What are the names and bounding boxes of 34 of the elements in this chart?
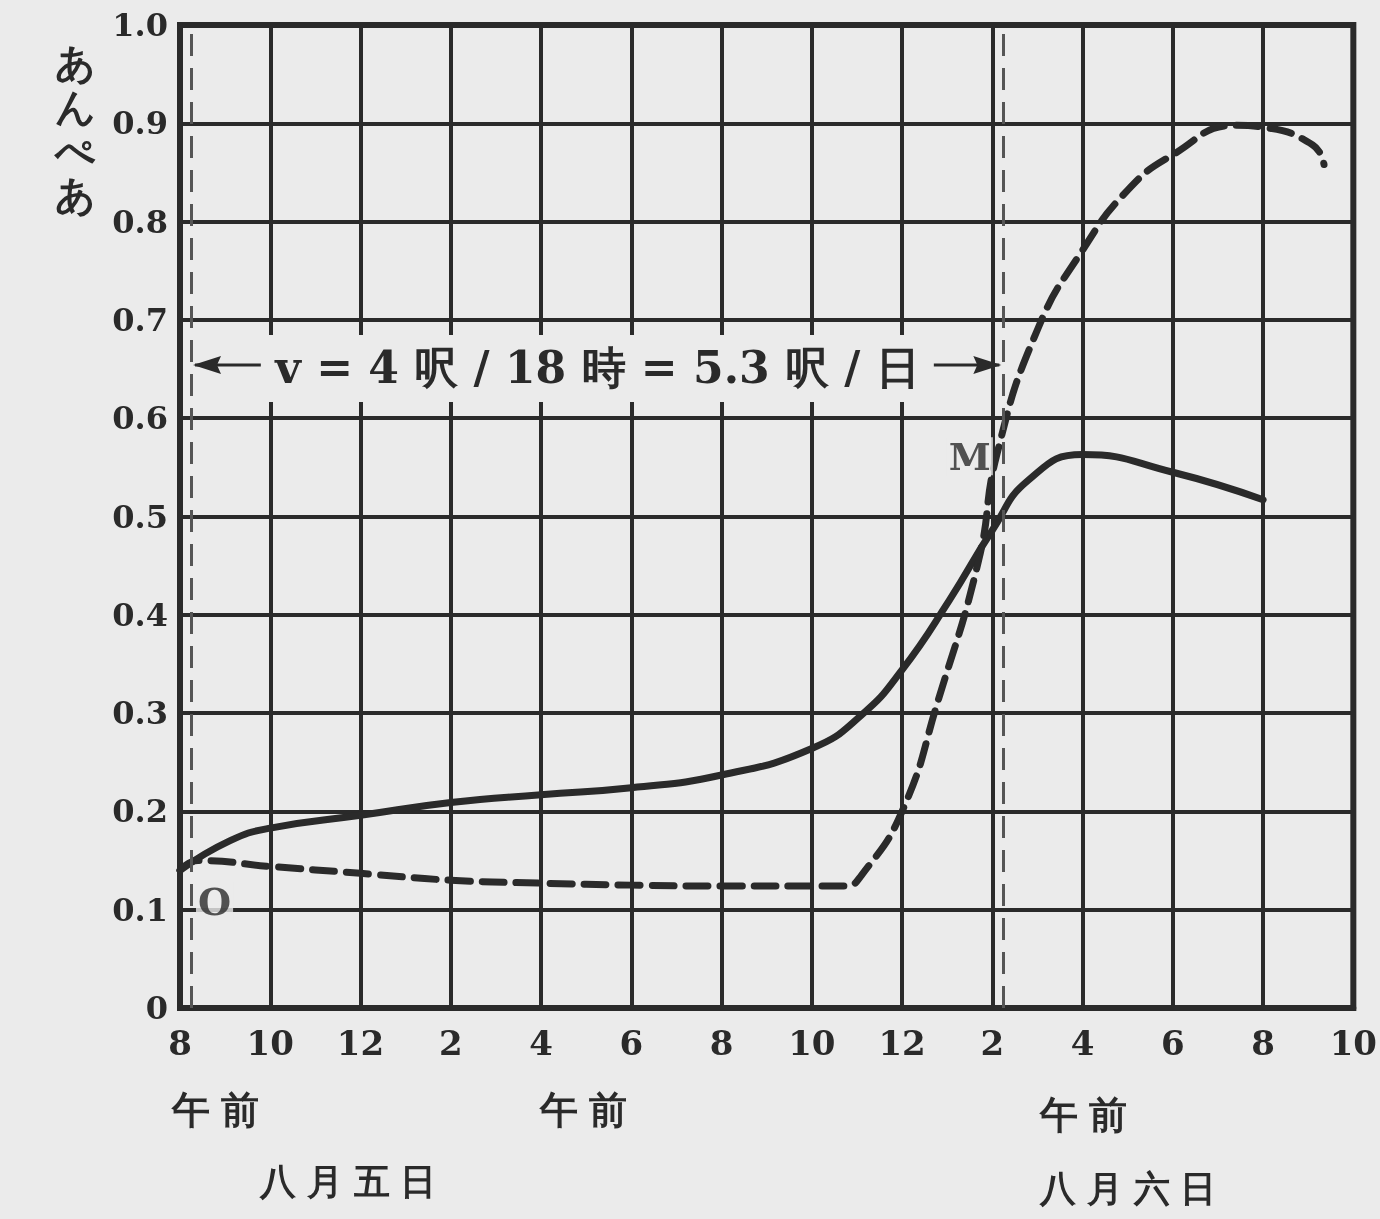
text: 八月六日 (1040, 1166, 1228, 1211)
y-tick-label: 0.1 (112, 890, 168, 929)
y-tick-label: 0.8 (112, 202, 168, 241)
x-tick-label: 8 (709, 1023, 734, 1063)
annotation: M (948, 433, 991, 479)
y-tick-label: 0.7 (112, 300, 168, 339)
y-tick-label: 0.3 (112, 694, 168, 733)
text: 八月五日 (260, 1159, 448, 1204)
y-tick-label: 0.4 (112, 595, 168, 634)
y-tick-label: 0 (145, 989, 168, 1027)
x-tick-label: 4 (1070, 1023, 1095, 1063)
y-tick-label: 0.6 (112, 399, 168, 438)
x-tick-label: 2 (980, 1023, 1005, 1063)
annotation: O (198, 878, 232, 924)
x-tick-label: 10 (1329, 1023, 1378, 1063)
y-tick-label: 0.9 (112, 104, 168, 143)
x-tick-label: 8 (168, 1023, 192, 1063)
x-tick-label: 12 (878, 1023, 926, 1063)
x-tick-label: 10 (788, 1023, 836, 1063)
x-tick-label: 4 (529, 1023, 553, 1063)
y-tick-label: 0.5 (112, 497, 168, 536)
text: 午前 (172, 1086, 271, 1134)
x-tick-label: 6 (1160, 1023, 1185, 1063)
x-tick-label: 2 (438, 1023, 463, 1063)
text: 午前 (540, 1086, 639, 1134)
x-tick-label: 12 (336, 1023, 385, 1063)
x-tick-label: 6 (619, 1023, 644, 1063)
y-tick-label: 1.0 (112, 6, 168, 44)
text: 午前 (1040, 1091, 1139, 1139)
x-tick-label: 10 (246, 1023, 294, 1063)
annotation: v = 4 呎 / 18 時 = 5.3 呎 / 日 (261, 335, 934, 402)
y-axis-title: あんぺあ (54, 38, 96, 218)
y-tick-label: 0.2 (112, 792, 168, 831)
x-tick-label: 8 (1251, 1023, 1275, 1063)
